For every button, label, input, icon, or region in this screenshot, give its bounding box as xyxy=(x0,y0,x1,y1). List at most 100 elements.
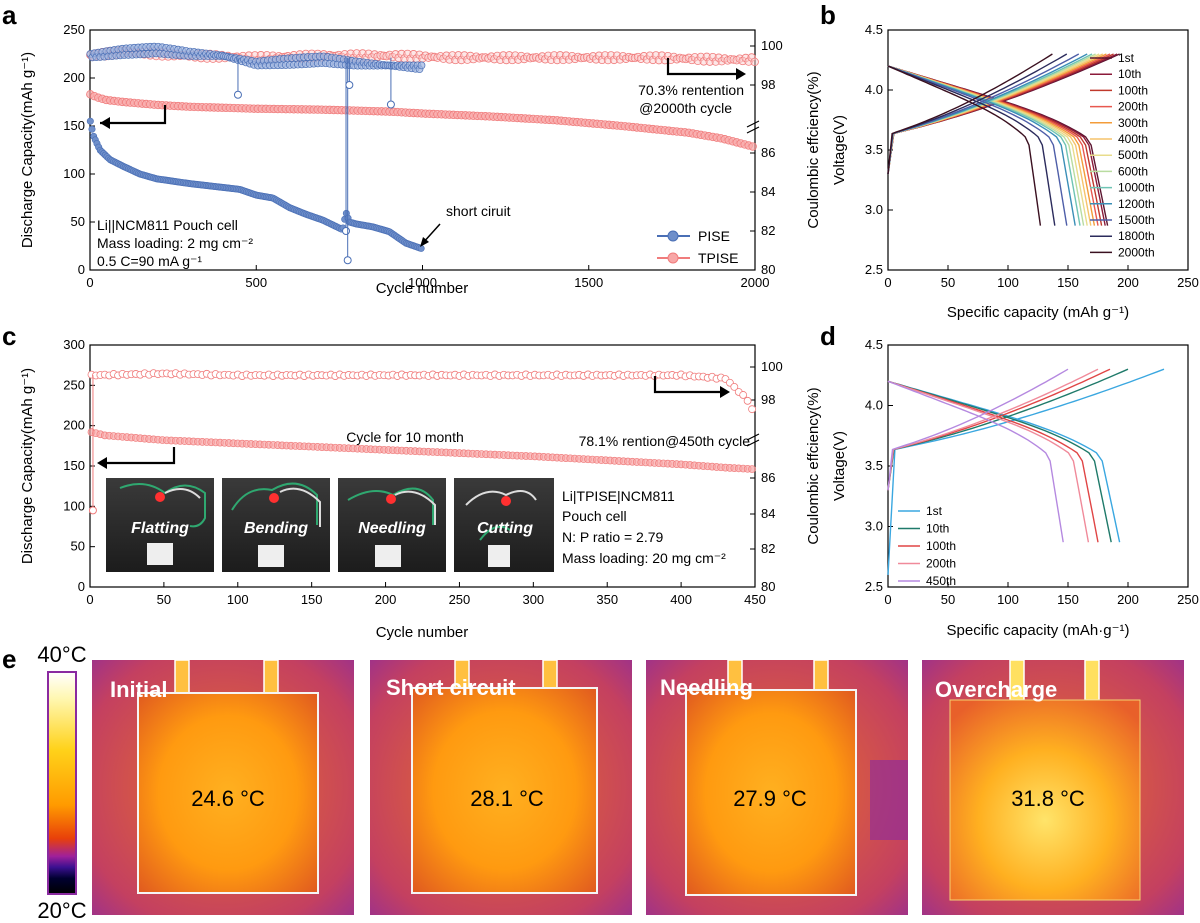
chart-c-y-tick-label: 150 xyxy=(63,458,85,473)
chart-d-x-tick-label: 250 xyxy=(1177,592,1199,607)
chart-c-x-tick-label: 300 xyxy=(522,592,544,607)
legend-label-1st: 1st xyxy=(926,504,943,518)
discharge-curve-500th xyxy=(887,65,1088,226)
chart-a-x-tick-label: 1500 xyxy=(574,275,603,290)
legend-label-1st: 1st xyxy=(1118,51,1135,65)
chart-c-x-tick-label: 350 xyxy=(596,592,618,607)
pise-capacity-point xyxy=(88,125,96,133)
chart-a-y2-tick-label: 80 xyxy=(761,262,775,277)
discharge-curve-200th xyxy=(887,380,1090,543)
panel-label-d: d xyxy=(820,321,836,351)
chart-c: 0 50 100 150 200 250 300 350 400 450 0 50 100 150 200 2… xyxy=(19,337,822,641)
chart-a-y-tick-label: 150 xyxy=(63,118,85,133)
chart-b: 0 50 100 150 200 250 2.5 3.0 3.5 4.0 4.5 1st 10th 10… xyxy=(831,22,1199,321)
chart-a-y2label: Coulombic effciency(%) xyxy=(805,71,822,228)
charge-curve-1st xyxy=(887,368,1165,575)
chart-c-x-tick-label: 150 xyxy=(301,592,323,607)
legend-label-600th: 600th xyxy=(1118,164,1148,178)
chart-b-y-tick-label: 3.0 xyxy=(865,202,883,217)
chart-c-y2-tick-label: 80 xyxy=(761,579,775,594)
discharge-curve-100th xyxy=(887,380,1099,543)
legend-tpise-marker xyxy=(667,252,679,264)
photo-caption-bending: Bending xyxy=(244,520,308,537)
chart-b-x-tick-label: 100 xyxy=(997,275,1019,290)
photo-flatting: Flatting xyxy=(106,478,214,572)
thermal-temp-short-circuit: 28.1 °C xyxy=(470,786,544,811)
pise-ce-point xyxy=(417,61,426,70)
thermal-title-needling: Needling xyxy=(660,675,753,700)
thermal-image-needling: Needling 27.9 °C xyxy=(646,659,908,915)
arrow-head-right-c xyxy=(720,386,730,398)
photo-caption-flatting: Flatting xyxy=(131,520,189,537)
chart-b-x-tick-label: 250 xyxy=(1177,275,1199,290)
chart-a-y-tick-label: 200 xyxy=(63,70,85,85)
discharge-curve-1st xyxy=(887,380,1121,543)
arrow-right-a xyxy=(666,58,742,76)
panel-label-b: b xyxy=(820,0,836,30)
thermal-title-overcharge: Overcharge xyxy=(935,677,1057,702)
chart-c-y-tick-label: 250 xyxy=(63,377,85,392)
chart-c-y2-tick-label: 82 xyxy=(761,541,775,556)
axis-break xyxy=(746,120,760,134)
legend-label-1800th: 1800th xyxy=(1118,229,1155,243)
chart-c-y-tick-label: 200 xyxy=(63,418,85,433)
chart-a-ylabel: Discharge Capacity(mAh g⁻¹) xyxy=(19,52,36,248)
legend-label-200th: 200th xyxy=(926,557,956,571)
thermal-temp-needling: 27.9 °C xyxy=(733,786,807,811)
chart-b-y-tick-label: 4.5 xyxy=(865,22,883,37)
tpise-ce-point xyxy=(750,57,759,67)
thermal-panel: 40°C 20°C Initial 24.6 °C Short circuit … xyxy=(37,642,1184,923)
tpise-ce-point xyxy=(739,391,748,399)
charge-curve-100th xyxy=(887,368,1111,491)
thermal-title-initial: Initial xyxy=(110,677,167,702)
cell-info-a-1: Li||NCM811 Pouch cell xyxy=(97,217,238,233)
photo-caption-cutting: Cutting xyxy=(477,520,533,537)
tpise-capacity-point xyxy=(748,465,756,473)
discharge-curve-400th xyxy=(887,65,1092,226)
charge-curve-2000th xyxy=(887,53,1053,175)
cell-info-c-3: N: P ratio = 2.79 xyxy=(562,529,664,545)
pise-ce-spike-point xyxy=(233,90,242,99)
retention-a-line1: 70.3% rentention xyxy=(638,82,744,98)
tpise-ce-point xyxy=(748,405,756,414)
legend-label-450th: 450th xyxy=(926,574,956,588)
panel-label-a: a xyxy=(2,0,17,30)
chart-d-x-tick-label: 200 xyxy=(1117,592,1139,607)
chart-a-y2-tick-label: 82 xyxy=(761,223,775,238)
chart-c-y2-tick-label: 98 xyxy=(761,392,775,407)
charge-curve-10th xyxy=(887,368,1129,491)
retention-a-line2: @2000th cycle xyxy=(639,100,732,116)
discharge-curve-200th xyxy=(887,65,1099,226)
discharge-curve-1500th xyxy=(887,65,1068,226)
chart-c-x-tick-label: 400 xyxy=(670,592,692,607)
legend-label-2000th: 2000th xyxy=(1118,245,1155,259)
axis-break-c xyxy=(746,433,760,447)
chart-a-y2-tick-label: 98 xyxy=(761,77,775,92)
thermal-image-short-circuit: Short circuit 28.1 °C xyxy=(370,659,632,915)
chart-d-x-tick-label: 100 xyxy=(997,592,1019,607)
charge-curve-1800th xyxy=(887,53,1068,175)
chart-c-x-tick-label: 50 xyxy=(157,592,171,607)
chart-b-ylabel: Voltage(V) xyxy=(831,115,848,185)
photo-caption-needling: Needling xyxy=(358,520,426,537)
chart-a: 0 500 1000 1500 2000 0 50 100 150 200 250 80 82 84 86 9… xyxy=(19,22,822,297)
pise-ce-spike-point xyxy=(386,100,395,109)
chart-c-y2-tick-label: 84 xyxy=(761,506,775,521)
legend-label-10th: 10th xyxy=(926,522,949,536)
charge-curve-450th xyxy=(887,368,1069,491)
arrow-head-left-c xyxy=(97,457,107,469)
discharge-curve-1st xyxy=(887,65,1109,226)
panel-label-c: c xyxy=(2,321,16,351)
chart-d-xlabel: Specific capacity (mAh·g⁻¹) xyxy=(947,622,1130,639)
chart-b-x-tick-label: 200 xyxy=(1117,275,1139,290)
chart-d-y-tick-label: 3.5 xyxy=(865,458,883,473)
cell-info-a-2: Mass loading: 2 mg cm⁻² xyxy=(97,235,253,251)
discharge-curve-600th xyxy=(887,65,1085,226)
legend-label-1000th: 1000th xyxy=(1118,181,1155,195)
legend-pise-label: PISE xyxy=(698,228,730,244)
scale-min-label: 20°C xyxy=(37,898,86,923)
chart-d-y-tick-label: 2.5 xyxy=(865,579,883,594)
thermal-title-short-circuit: Short circuit xyxy=(386,675,516,700)
thermal-temp-overcharge: 31.8 °C xyxy=(1011,786,1085,811)
cell-info-a-3: 0.5 C=90 mA g⁻¹ xyxy=(97,253,202,269)
